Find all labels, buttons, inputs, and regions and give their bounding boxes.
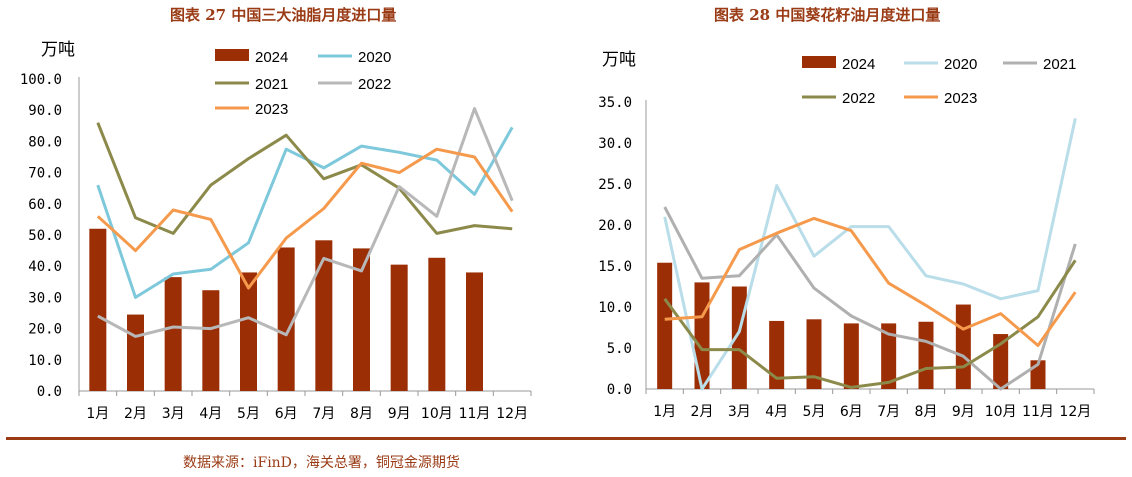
- left-ytick-label: 100.0: [20, 72, 62, 88]
- left-bar-2024: [353, 248, 370, 391]
- left-xtick-label: 3月: [162, 406, 185, 422]
- right-legend-label-2022: 2022: [842, 90, 875, 107]
- left-bar-2024: [240, 272, 257, 391]
- right-bar-2024: [694, 282, 710, 389]
- left-xtick-label: 9月: [388, 406, 411, 422]
- left-ytick-label: 50.0: [28, 228, 62, 244]
- right-xtick-label: 5月: [803, 404, 826, 420]
- left-legend-label-2020: 2020: [358, 49, 391, 66]
- right-bar-2024: [657, 262, 673, 389]
- right-legend-label-2021: 2021: [1043, 56, 1076, 73]
- footer-divider: [6, 437, 1126, 440]
- right-xtick-label: 9月: [952, 404, 975, 420]
- left-xtick-label: 12月: [496, 406, 528, 422]
- right-bar-2024: [769, 320, 785, 389]
- right-bar-2024: [806, 319, 822, 389]
- right-ytick-label: 10.0: [598, 300, 632, 316]
- left-line-2022: [97, 107, 514, 338]
- data-source: 数据来源：iFinD，海关总署，铜冠金源期货: [183, 455, 460, 471]
- left-xtick-label: 11月: [459, 406, 491, 422]
- left-legend-label-2023: 2023: [255, 101, 288, 118]
- left-ytick-label: 20.0: [28, 322, 62, 338]
- left-xtick-label: 5月: [237, 406, 260, 422]
- left-bar-2024: [89, 228, 107, 391]
- chart-title-right: 图表 28 中国葵花籽油月度进口量: [714, 6, 941, 24]
- chart-title-left: 图表 27 中国三大油脂月度进口量: [170, 6, 397, 24]
- right-legend-label-2024: 2024: [842, 56, 875, 73]
- left-ytick-label: 80.0: [28, 134, 62, 150]
- left-ytick-label: 60.0: [28, 197, 62, 213]
- right-xtick-label: 4月: [765, 404, 788, 420]
- right-bar-2024: [881, 323, 897, 389]
- right-xtick-label: 1月: [653, 404, 676, 420]
- left-ytick-label: 40.0: [28, 259, 62, 275]
- left-line-2023: [96, 147, 514, 290]
- right-bar-2024: [843, 323, 859, 389]
- left-legend-swatch-2024: [215, 49, 249, 61]
- right-legend-swatch-2024: [802, 56, 836, 68]
- right-legend-label-2020: 2020: [944, 56, 977, 73]
- right-xtick-label: 11月: [1022, 404, 1054, 420]
- right-ytick-label: 5.0: [607, 341, 632, 357]
- left-xtick-label: 10月: [421, 406, 453, 422]
- left-legend-label-2024: 2024: [255, 49, 288, 66]
- left-xtick-label: 1月: [86, 406, 109, 422]
- right-line-2021: [663, 206, 1077, 391]
- left-bar-2024: [127, 314, 144, 391]
- right-ytick-label: 35.0: [598, 95, 632, 111]
- right-ytick-label: 15.0: [598, 259, 632, 275]
- right-line-2023: [664, 216, 1077, 347]
- right-xtick-label: 7月: [877, 404, 900, 420]
- left-bar-2024: [466, 272, 483, 391]
- left-ytick-label: 30.0: [28, 290, 62, 306]
- left-xtick-label: 7月: [312, 406, 335, 422]
- left-bar-2024: [277, 247, 295, 391]
- right-xtick-label: 3月: [728, 404, 751, 420]
- right-legend-label-2023: 2023: [944, 90, 977, 107]
- right-bar-2024: [918, 321, 934, 389]
- right-ytick-label: 20.0: [598, 218, 632, 234]
- right-line-2022: [663, 259, 1077, 389]
- left-ytick-label: 0.0: [37, 384, 62, 400]
- right-ytick-label: 25.0: [598, 177, 632, 193]
- left-bar-2024: [390, 264, 408, 391]
- left-xtick-label: 8月: [350, 406, 373, 422]
- left-bar-2024: [202, 290, 220, 391]
- left-xtick-label: 6月: [275, 406, 298, 422]
- right-ytick-label: 30.0: [598, 136, 632, 152]
- right-xtick-label: 12月: [1059, 404, 1091, 420]
- left-bar-2024: [164, 277, 182, 391]
- left-xtick-label: 2月: [124, 406, 147, 422]
- left-ytick-label: 10.0: [28, 353, 62, 369]
- left-line-2021: [96, 122, 513, 235]
- right-xtick-label: 6月: [840, 404, 863, 420]
- left-ytick-label: 70.0: [28, 166, 62, 182]
- right-xtick-label: 10月: [985, 404, 1017, 420]
- left-ytick-label: 90.0: [28, 103, 62, 119]
- left-xtick-label: 4月: [199, 406, 222, 422]
- right-ytick-label: 0.0: [607, 382, 632, 398]
- right-bar-2024: [955, 304, 971, 389]
- left-bar-2024: [315, 240, 333, 391]
- right-line-2020: [663, 118, 1077, 391]
- left-bar-2024: [428, 257, 446, 391]
- right-xtick-label: 2月: [691, 404, 714, 420]
- left-legend-label-2022: 2022: [358, 76, 391, 93]
- left-ylabel: 万吨: [41, 40, 75, 60]
- left-legend-label-2021: 2021: [255, 76, 288, 93]
- right-ylabel: 万吨: [602, 50, 636, 70]
- right-xtick-label: 8月: [915, 404, 938, 420]
